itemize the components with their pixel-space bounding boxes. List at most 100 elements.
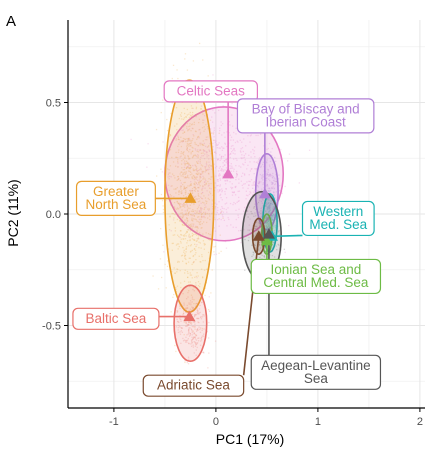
sample-point [202, 113, 204, 115]
sample-point [204, 178, 206, 180]
sample-point [176, 200, 178, 203]
points-baltic-sea [173, 261, 217, 376]
sample-point [231, 165, 233, 167]
sample-point [253, 184, 255, 186]
sample-point [174, 344, 176, 347]
sample-point [203, 150, 205, 152]
sample-point [189, 235, 192, 238]
sample-point [196, 272, 198, 274]
sample-point [176, 123, 178, 125]
axes [64, 20, 425, 412]
sample-point [197, 179, 199, 181]
sample-point [194, 181, 196, 183]
sample-point [185, 196, 188, 198]
sample-point [255, 215, 257, 217]
sample-point [270, 200, 272, 202]
sample-point [195, 218, 197, 221]
sample-point [200, 268, 203, 270]
sample-point [243, 183, 245, 185]
sample-point [232, 191, 234, 194]
sample-point [186, 137, 188, 140]
sample-point [209, 142, 211, 145]
sample-point [269, 187, 271, 189]
sample-point [254, 244, 256, 247]
label-text: Ionian Sea and [270, 262, 361, 277]
sample-point [191, 269, 194, 271]
sample-point [214, 141, 217, 144]
sample-point [248, 184, 250, 186]
sample-point [202, 152, 204, 154]
sample-point [248, 193, 251, 195]
sample-point [192, 210, 194, 213]
sample-point [245, 258, 247, 260]
sample-point [268, 226, 271, 229]
sample-point [259, 256, 261, 259]
sample-point [212, 74, 214, 76]
sample-point [268, 207, 270, 209]
sample-point [273, 193, 275, 195]
group-centroids [183, 167, 278, 322]
sample-point [212, 133, 215, 135]
sample-point [272, 182, 274, 184]
sample-point [260, 166, 262, 168]
sample-point [270, 229, 272, 232]
sample-point [186, 210, 188, 212]
sample-point [218, 213, 220, 216]
sample-point [271, 203, 274, 205]
sample-point [250, 156, 252, 158]
sample-point [252, 191, 255, 193]
sample-point [188, 235, 190, 237]
sample-point [252, 187, 254, 189]
sample-point [186, 149, 189, 152]
sample-point [203, 269, 206, 271]
sample-point [183, 177, 186, 179]
sample-point [195, 284, 197, 286]
sample-point [194, 212, 196, 214]
sample-point [269, 228, 271, 231]
sample-point [173, 188, 175, 190]
sample-point [187, 128, 189, 131]
sample-point [238, 230, 240, 232]
sample-point [174, 222, 176, 224]
sample-point [178, 193, 180, 196]
sample-point [181, 305, 184, 307]
sample-point [270, 216, 272, 218]
sample-point [200, 169, 202, 171]
sample-point [268, 178, 270, 180]
sample-point [179, 307, 181, 310]
sample-point [267, 208, 269, 211]
sample-point [236, 140, 238, 142]
sample-point [200, 176, 202, 178]
sample-point [208, 310, 211, 312]
sample-point [191, 123, 193, 125]
sample-point [221, 170, 223, 172]
sample-point [190, 142, 192, 144]
sample-point [182, 132, 184, 134]
sample-point [273, 191, 275, 194]
sample-point [232, 139, 235, 141]
label-adriatic-sea: Adriatic Sea [142, 374, 245, 397]
sample-point [195, 176, 198, 178]
sample-point [207, 217, 209, 219]
sample-point [265, 230, 267, 232]
sample-point [159, 258, 162, 260]
sample-point [179, 305, 181, 307]
sample-point [201, 127, 204, 129]
sample-point [232, 144, 234, 147]
sample-point [206, 154, 208, 156]
sample-point [178, 202, 180, 205]
sample-point [184, 187, 186, 189]
sample-point [272, 186, 274, 188]
sample-point [275, 233, 277, 236]
sample-point [205, 152, 208, 154]
label-text: Baltic Sea [86, 311, 147, 326]
sample-point [168, 172, 170, 174]
sample-point [258, 241, 261, 244]
sample-point [185, 322, 187, 325]
sample-point [197, 186, 199, 189]
sample-point [284, 185, 286, 188]
sample-point [185, 232, 187, 235]
sample-point [231, 114, 233, 116]
sample-point [173, 196, 175, 198]
sample-point [197, 329, 199, 331]
